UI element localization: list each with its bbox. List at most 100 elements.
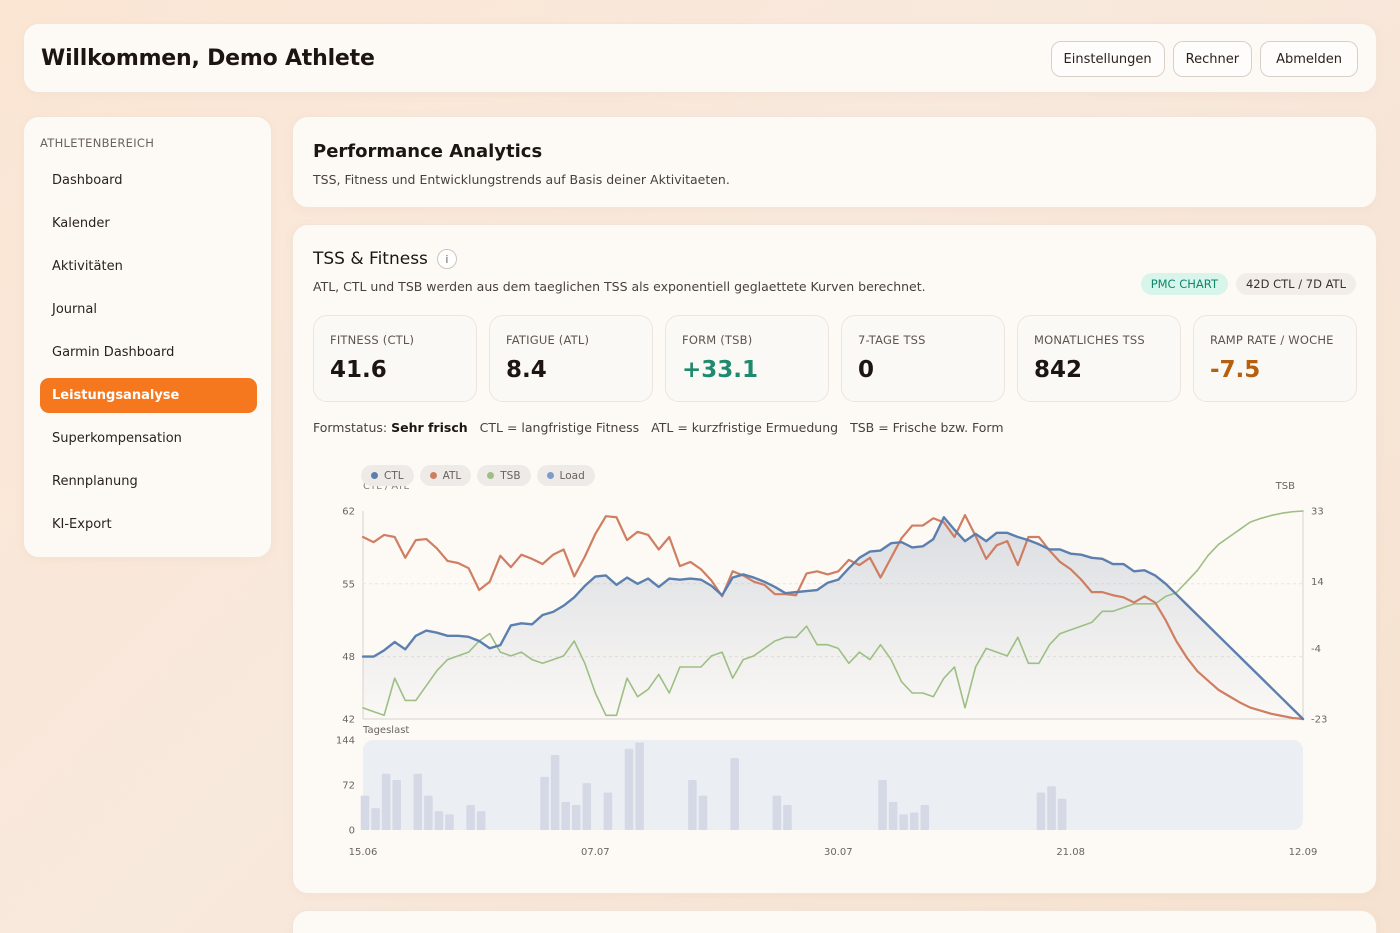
sidebar-item-garmin-dashboard[interactable]: Garmin Dashboard [52, 345, 175, 360]
legend-load-swatch [546, 472, 554, 479]
load-bar [909, 812, 919, 830]
kpi-label: FITNESS (CTL) [330, 333, 415, 347]
legend-ctl[interactable]: CTL [361, 465, 414, 486]
ctl-line [361, 516, 1305, 721]
header-actions: Einstellungen Rechner Abmelden [1050, 41, 1358, 77]
right-axis-title: TSB [1275, 481, 1295, 492]
tss-tags: PMC CHART 42D CTL / 7D ATL [1140, 273, 1356, 295]
tss-fitness-card: TSS & Fitness i ATL, CTL und TSB werden … [292, 224, 1377, 894]
pmc-chart-badge: PMC CHART [1140, 273, 1228, 295]
load-bar [434, 811, 444, 830]
x-tick-label: 07.07 [581, 847, 610, 858]
sidebar-item-dashboard[interactable]: Dashboard [52, 173, 123, 188]
sidebar-item-rennplanung[interactable]: Rennplanung [52, 474, 138, 489]
sidebar-item-journal[interactable]: Journal [52, 302, 97, 317]
top-header: Willkommen, Demo Athlete Einstellungen R… [23, 23, 1377, 93]
load-bar [413, 773, 423, 830]
kpi-form: FORM (TSB) +33.1 [665, 315, 829, 402]
kpi-value: 41.6 [330, 357, 387, 383]
load-axis-title: Tageslast [362, 725, 409, 736]
kpi-value: -7.5 [1210, 357, 1261, 383]
kpi-value: 0 [858, 357, 875, 383]
load-bar [688, 780, 697, 830]
left-tick-label: 62 [342, 507, 355, 518]
kpi-fitness: FITNESS (CTL) 41.6 [313, 315, 477, 402]
ctl-area [363, 517, 1303, 719]
load-bar [603, 792, 613, 830]
formstatus-line: Formstatus: Sehr frisch CTL = langfristi… [313, 420, 1004, 435]
tss-title-row: TSS & Fitness i [313, 249, 457, 269]
tss-title: TSS & Fitness [313, 249, 428, 269]
formstatus-label: Formstatus: [313, 420, 388, 435]
x-tick-label: 30.07 [824, 847, 853, 858]
legend-load[interactable]: Load [536, 465, 595, 486]
load-bar [540, 776, 549, 830]
sidebar-section-title: ATHLETENBEREICH [40, 136, 155, 150]
load-bar [920, 805, 930, 830]
load-tick-label: 0 [349, 826, 355, 837]
ctl-definition: CTL = langfristige Fitness [479, 420, 640, 435]
pmc-chart: 62 55 48 42 33 14 -4 -23 CTL / ATL TSB Tageslast 14… [293, 455, 1378, 875]
tss-subtitle: ATL, CTL und TSB werden aus dem taeglich… [313, 279, 926, 294]
sidebar-item-superkompensation[interactable]: Superkompensation [52, 431, 182, 446]
load-bar [476, 811, 486, 830]
sidebar-item-kalender[interactable]: Kalender [52, 216, 110, 231]
calculator-button[interactable]: Rechner [1172, 41, 1253, 77]
legend-atl-label: ATL [442, 469, 462, 482]
load-bar [878, 780, 887, 830]
load-bar [783, 805, 792, 830]
right-tick-label: -23 [1311, 715, 1327, 726]
load-bar [360, 795, 370, 830]
analytics-subtitle: TSS, Fitness und Entwicklungstrends auf … [313, 172, 730, 187]
right-tick-label: 14 [1311, 577, 1324, 588]
kpi-label: RAMP RATE / WOCHE [1210, 333, 1334, 347]
kpi-label: FATIGUE (ATL) [506, 333, 590, 347]
tsb-line [362, 510, 1304, 717]
legend-load-label: Load [559, 469, 585, 482]
chart-legend: CTL ATL TSB Load [361, 465, 595, 486]
load-bar [1036, 792, 1046, 830]
x-tick-label: 21.08 [1056, 847, 1085, 858]
kpi-value: 842 [1034, 357, 1083, 383]
atl-definition: ATL = kurzfristige Ermuedung [651, 420, 839, 435]
legend-atl[interactable]: ATL [419, 465, 472, 486]
performance-analytics-card: Performance Analytics TSS, Fitness und E… [292, 116, 1377, 208]
legend-atl-swatch [429, 472, 437, 479]
sidebar-item-aktivitaeten[interactable]: Aktivitäten [52, 259, 123, 274]
analytics-title: Performance Analytics [313, 141, 543, 162]
x-tick-label: 15.06 [349, 847, 378, 858]
load-bar [1057, 798, 1067, 830]
formstatus-value: Sehr frisch [391, 420, 468, 435]
tsb-definition: TSB = Frische bzw. Form [850, 420, 1004, 435]
load-bar [466, 805, 475, 830]
logout-button[interactable]: Abmelden [1260, 41, 1358, 77]
legend-ctl-swatch [371, 472, 378, 479]
load-bar [371, 808, 380, 830]
load-bar [561, 801, 570, 830]
left-tick-label: 55 [342, 579, 355, 590]
kpi-row: FITNESS (CTL) 41.6 FATIGUE (ATL) 8.4 FOR… [313, 315, 1357, 402]
right-tick-label: -4 [1311, 644, 1321, 655]
load-bar [772, 795, 782, 830]
x-tick-label: 12.09 [1289, 847, 1318, 858]
kpi-label: FORM (TSB) [682, 333, 753, 347]
load-bar [698, 795, 708, 830]
kpi-label: 7-TAGE TSS [858, 333, 926, 347]
sidebar-item-leistungsanalyse[interactable]: Leistungsanalyse [40, 378, 257, 413]
load-bar [550, 755, 560, 830]
info-icon[interactable]: i [436, 249, 457, 269]
left-tick-label: 42 [342, 715, 355, 726]
legend-tsb[interactable]: TSB [477, 465, 531, 486]
load-bar [624, 748, 634, 830]
load-tick-label: 144 [336, 736, 355, 747]
legend-ctl-label: CTL [384, 469, 404, 482]
kpi-ramp-rate: RAMP RATE / WOCHE -7.5 [1193, 315, 1357, 402]
load-bar [424, 795, 433, 830]
kpi-label: MONATLICHES TSS [1034, 333, 1145, 347]
settings-button[interactable]: Einstellungen [1050, 41, 1165, 77]
pmc-chart-svg: 62 55 48 42 33 14 -4 -23 CTL / ATL TSB Tageslast 14… [336, 481, 1327, 858]
load-bar [635, 742, 644, 830]
sidebar-item-ki-export[interactable]: KI-Export [52, 517, 112, 532]
load-bar [899, 814, 908, 830]
load-bar [888, 801, 898, 830]
